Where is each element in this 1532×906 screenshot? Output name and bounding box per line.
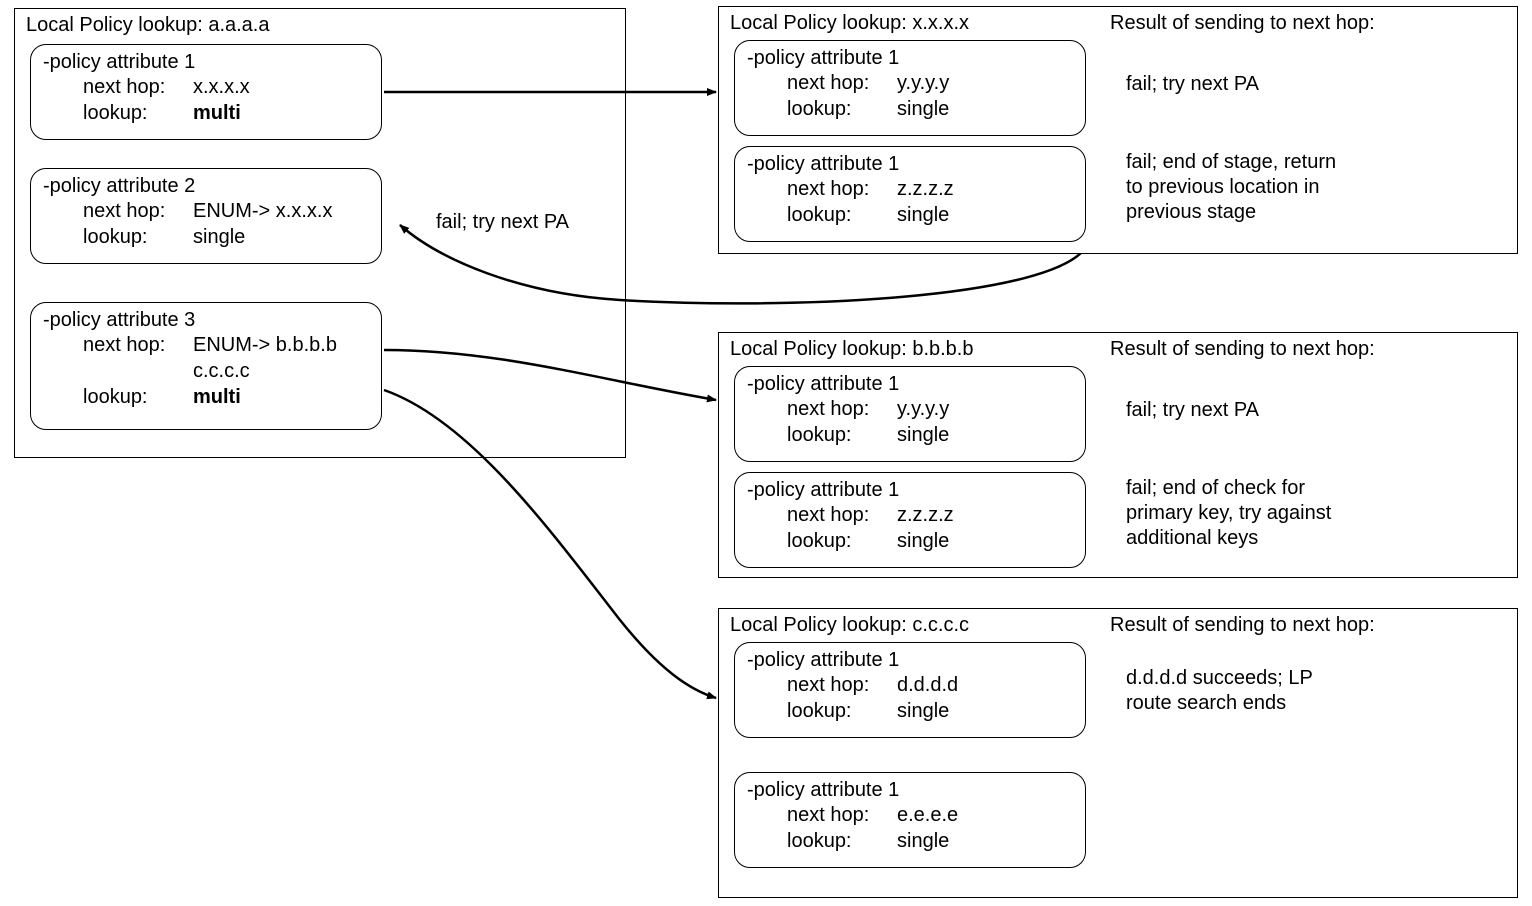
right-pa-0-1-row-0: next hop:z.z.z.z xyxy=(787,176,1073,202)
left-pa-2-row-0-label: next hop: xyxy=(83,332,193,358)
left-pa-1-row-0: next hop:ENUM-> x.x.x.x xyxy=(83,198,369,224)
right-pa-1-0-row-1-label: lookup: xyxy=(787,422,897,448)
right-pa-2-0: -policy attribute 1next hop:d.d.d.dlooku… xyxy=(734,642,1086,738)
right-pa-1-0-row-0-value: y.y.y.y xyxy=(897,396,949,422)
right-pa-0-0-row-1-label: lookup: xyxy=(787,96,897,122)
right-pa-0-0-row-0-label: next hop: xyxy=(787,70,897,96)
right-pa-2-0-row-0-value: d.d.d.d xyxy=(897,672,958,698)
right-pa-0-1-row-0-label: next hop: xyxy=(787,176,897,202)
right-pa-2-0-row-0-label: next hop: xyxy=(787,672,897,698)
right-pa-0-1-title: -policy attribute 1 xyxy=(747,153,1073,176)
stage-a-title: Local Policy lookup: a.a.a.a xyxy=(26,14,270,37)
right-pa-1-0-result: fail; try next PA xyxy=(1126,398,1259,423)
right-pa-0-1-row-1-label: lookup: xyxy=(787,202,897,228)
left-pa-2: -policy attribute 3next hop:ENUM-> b.b.b… xyxy=(30,302,382,430)
left-pa-2-row2-0: lookup:multi xyxy=(83,384,369,410)
right-pa-1-1: -policy attribute 1next hop:z.z.z.zlooku… xyxy=(734,472,1086,568)
stage-right-2-result-header: Result of sending to next hop: xyxy=(1110,614,1375,637)
left-pa-0: -policy attribute 1next hop:x.x.x.xlooku… xyxy=(30,44,382,140)
left-pa-0-title: -policy attribute 1 xyxy=(43,51,369,74)
right-pa-2-0-row-1-label: lookup: xyxy=(787,698,897,724)
left-pa-1-row-1-value: single xyxy=(193,224,245,250)
left-pa-1-row-0-value: ENUM-> x.x.x.x xyxy=(193,198,332,224)
left-pa-0-row-0-label: next hop: xyxy=(83,74,193,100)
left-pa-2-row-0-value: ENUM-> b.b.b.b xyxy=(193,332,337,358)
right-pa-0-0: -policy attribute 1next hop:y.y.y.ylooku… xyxy=(734,40,1086,136)
left-pa-2-title: -policy attribute 3 xyxy=(43,309,369,332)
right-pa-1-0: -policy attribute 1next hop:y.y.y.ylooku… xyxy=(734,366,1086,462)
right-pa-1-0-row-0: next hop:y.y.y.y xyxy=(787,396,1073,422)
right-pa-0-0-title: -policy attribute 1 xyxy=(747,47,1073,70)
right-pa-0-1: -policy attribute 1next hop:z.z.z.zlooku… xyxy=(734,146,1086,242)
stage-right-0-result-header: Result of sending to next hop: xyxy=(1110,12,1375,35)
right-pa-0-1-result: fail; end of stage, returnto previous lo… xyxy=(1126,150,1336,225)
stage-right-0-title: Local Policy lookup: x.x.x.x xyxy=(730,12,969,35)
right-pa-0-1-row-1: lookup:single xyxy=(787,202,1073,228)
right-pa-1-1-row-1-label: lookup: xyxy=(787,528,897,554)
right-pa-0-1-row-0-value: z.z.z.z xyxy=(897,176,954,202)
right-pa-2-1-row-1: lookup:single xyxy=(787,828,1073,854)
left-pa-1-row-1-label: lookup: xyxy=(83,224,193,250)
left-pa-0-row-1-label: lookup: xyxy=(83,100,193,126)
left-pa-1-row-1: lookup:single xyxy=(83,224,369,250)
stage-right-1-result-header: Result of sending to next hop: xyxy=(1110,338,1375,361)
right-pa-2-0-result: d.d.d.d succeeds; LProute search ends xyxy=(1126,666,1313,716)
stage-right-2-title: Local Policy lookup: c.c.c.c xyxy=(730,614,969,637)
right-pa-2-1-title: -policy attribute 1 xyxy=(747,779,1073,802)
right-pa-2-0-row-0: next hop:d.d.d.d xyxy=(787,672,1073,698)
right-pa-1-0-row-0-label: next hop: xyxy=(787,396,897,422)
left-pa-2-row-0: next hop:ENUM-> b.b.b.b xyxy=(83,332,369,358)
right-pa-1-1-row-0-label: next hop: xyxy=(787,502,897,528)
left-pa-0-row-1-value: multi xyxy=(193,100,241,126)
right-pa-1-0-row-1: lookup:single xyxy=(787,422,1073,448)
right-pa-1-1-title: -policy attribute 1 xyxy=(747,479,1073,502)
left-pa-0-row-0-value: x.x.x.x xyxy=(193,74,250,100)
left-pa-1: -policy attribute 2next hop:ENUM-> x.x.x… xyxy=(30,168,382,264)
right-pa-1-1-row-1-value: single xyxy=(897,528,949,554)
right-pa-0-1-row-1-value: single xyxy=(897,202,949,228)
right-pa-2-1-row-0: next hop:e.e.e.e xyxy=(787,802,1073,828)
right-pa-2-1-row-0-label: next hop: xyxy=(787,802,897,828)
left-pa-0-row-1: lookup:multi xyxy=(83,100,369,126)
right-pa-1-1-result: fail; end of check forprimary key, try a… xyxy=(1126,476,1331,551)
left-pa-1-title: -policy attribute 2 xyxy=(43,175,369,198)
arrow-x-return-to-pa2-label: fail; try next PA xyxy=(436,210,569,235)
right-pa-1-1-row-0: next hop:z.z.z.z xyxy=(787,502,1073,528)
right-pa-0-0-row-0: next hop:y.y.y.y xyxy=(787,70,1073,96)
stage-right-1-title: Local Policy lookup: b.b.b.b xyxy=(730,338,974,361)
right-pa-1-0-row-1-value: single xyxy=(897,422,949,448)
right-pa-2-0-row-1-value: single xyxy=(897,698,949,724)
left-pa-1-row-0-label: next hop: xyxy=(83,198,193,224)
left-pa-2-row2-0-value: multi xyxy=(193,384,241,410)
right-pa-0-0-row-1-value: single xyxy=(897,96,949,122)
right-pa-0-0-row-1: lookup:single xyxy=(787,96,1073,122)
right-pa-1-0-title: -policy attribute 1 xyxy=(747,373,1073,396)
right-pa-2-0-title: -policy attribute 1 xyxy=(747,649,1073,672)
left-pa-2-extra-value: c.c.c.c xyxy=(193,360,250,382)
right-pa-2-1-row-1-label: lookup: xyxy=(787,828,897,854)
left-pa-0-row-0: next hop:x.x.x.x xyxy=(83,74,369,100)
right-pa-1-1-row-1: lookup:single xyxy=(787,528,1073,554)
right-pa-2-1: -policy attribute 1next hop:e.e.e.elooku… xyxy=(734,772,1086,868)
right-pa-2-1-row-1-value: single xyxy=(897,828,949,854)
right-pa-2-1-row-0-value: e.e.e.e xyxy=(897,802,958,828)
right-pa-0-0-result: fail; try next PA xyxy=(1126,72,1259,97)
right-pa-1-1-row-0-value: z.z.z.z xyxy=(897,502,954,528)
right-pa-2-0-row-1: lookup:single xyxy=(787,698,1073,724)
right-pa-0-0-row-0-value: y.y.y.y xyxy=(897,70,949,96)
left-pa-2-row2-0-label: lookup: xyxy=(83,384,193,410)
